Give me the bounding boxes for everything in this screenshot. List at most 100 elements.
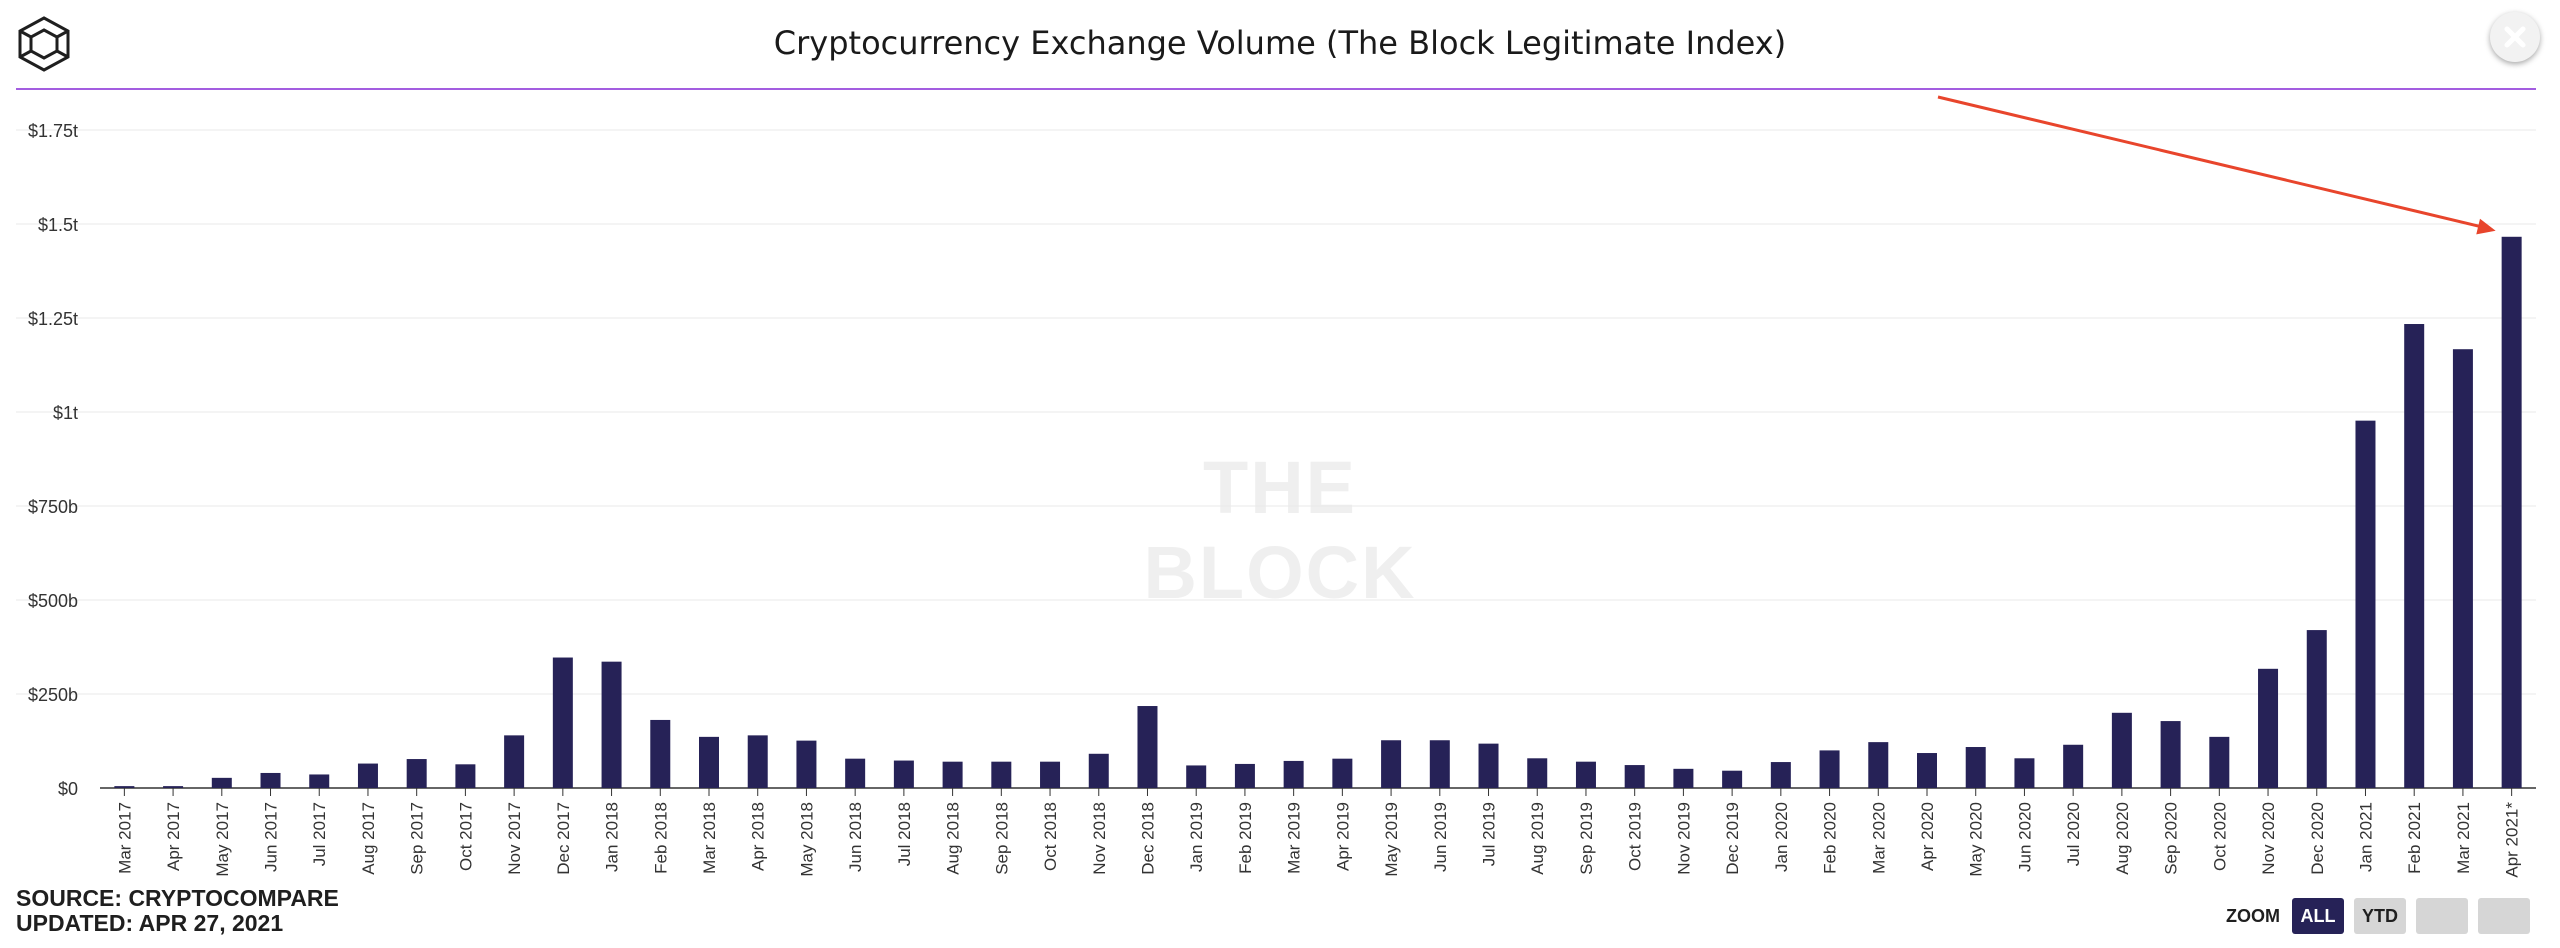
y-tick-label: $0: [58, 779, 78, 799]
x-tick-label: Feb 2021: [2405, 802, 2424, 874]
x-tick-label: Jun 2019: [1431, 802, 1450, 872]
bar: [1088, 753, 1109, 788]
x-tick-label: Jun 2020: [2015, 802, 2034, 872]
bar: [893, 760, 914, 788]
x-tick-label: Nov 2019: [1674, 802, 1693, 875]
x-tick-label: Apr 2021*: [2503, 802, 2522, 878]
y-tick-label: $750b: [28, 497, 78, 517]
bar: [2452, 349, 2473, 788]
bar: [1137, 706, 1158, 788]
bar: [1186, 765, 1207, 788]
zoom-range-button[interactable]: [2416, 898, 2468, 934]
bars: [114, 236, 2522, 788]
bar: [211, 777, 232, 788]
x-tick-label: Apr 2018: [749, 802, 768, 871]
title-divider: [16, 88, 2536, 90]
bar: [1040, 761, 1061, 788]
bar: [845, 758, 866, 788]
x-tick-label: Nov 2018: [1090, 802, 1109, 875]
bar: [1868, 742, 1889, 788]
x-tick-label: Mar 2019: [1285, 802, 1304, 874]
cube-logo-icon: [14, 14, 74, 74]
x-tick-label: Aug 2019: [1528, 802, 1547, 875]
bar: [650, 719, 671, 788]
bar: [2258, 668, 2279, 788]
bar: [1527, 758, 1548, 788]
x-tick-label: Feb 2020: [1821, 802, 1840, 874]
x-tick-label: Oct 2017: [456, 802, 475, 871]
bar: [1332, 758, 1353, 788]
x-tick-label: Feb 2018: [651, 802, 670, 874]
chart-title: Cryptocurrency Exchange Volume (The Bloc…: [773, 24, 1787, 62]
x-tick-label: Sep 2020: [2162, 802, 2181, 875]
x-tick-label: May 2019: [1382, 802, 1401, 877]
bar: [357, 763, 378, 788]
x-tick-label: Jul 2020: [2064, 802, 2083, 866]
x-tick-label: Mar 2018: [700, 802, 719, 874]
y-tick-label: $250b: [28, 685, 78, 705]
x-tick-label: Jan 2018: [603, 802, 622, 872]
x-tick-label: Apr 2020: [1918, 802, 1937, 871]
x-tick-label: Jan 2019: [1187, 802, 1206, 872]
bar: [1381, 740, 1402, 788]
zoom-label: ZOOM: [2226, 905, 2280, 926]
x-tick-label: May 2018: [797, 802, 816, 877]
zoom-ytd-button[interactable]: YTD: [2354, 898, 2406, 934]
zoom-range-button[interactable]: [2478, 898, 2530, 934]
annotation-arrow-line: [1937, 95, 2486, 230]
bar: [114, 786, 135, 788]
zoom-all-button[interactable]: ALL: [2292, 898, 2344, 934]
x-tick-label: Mar 2020: [1869, 802, 1888, 874]
x-tick-label: Oct 2020: [2210, 802, 2229, 871]
source-text: SOURCE: CRYPTOCOMPARE: [16, 885, 339, 911]
x-tick-label: Jan 2020: [1772, 802, 1791, 872]
x-tick-label: Dec 2017: [554, 802, 573, 875]
updated-text: UPDATED: APR 27, 2021: [16, 910, 284, 936]
x-axis-ticks: Mar 2017 Apr 2017 May 2017 Jun 2017 Jul 2017…: [115, 788, 2522, 878]
bar: [2209, 736, 2230, 788]
x-tick-label: Sep 2018: [992, 802, 1011, 875]
y-axis-ticks: $0 $250b $500b $750b $1t $1.25t $1.5t $1.75t: [28, 121, 78, 799]
x-tick-label: Dec 2019: [1723, 802, 1742, 875]
chart-header: Cryptocurrency Exchange Volume (The Bloc…: [0, 0, 2560, 90]
bar: [2063, 744, 2084, 788]
x-tick-label: Feb 2019: [1236, 802, 1255, 874]
bar: [309, 774, 330, 788]
bar: [455, 764, 476, 788]
bar: [552, 657, 573, 788]
bar: [1478, 743, 1499, 788]
y-tick-label: $1t: [53, 403, 78, 423]
bar: [1770, 762, 1791, 788]
bar: [406, 759, 427, 788]
bar-chart: $0 $250b $500b $750b $1t $1.25t $1.5t $1.75t Ma…: [16, 95, 2536, 878]
x-tick-label: Aug 2020: [2113, 802, 2132, 875]
bar: [1624, 765, 1645, 788]
x-tick-label: Jan 2021: [2356, 802, 2375, 872]
close-button[interactable]: [2490, 12, 2540, 62]
x-tick-label: Jun 2018: [846, 802, 865, 872]
bar: [601, 661, 622, 788]
bar: [1722, 770, 1743, 788]
bar: [1673, 768, 1694, 788]
y-tick-label: $1.75t: [28, 121, 78, 141]
bar: [1819, 750, 1840, 788]
bar: [2111, 712, 2132, 788]
annotation-arrow-head: [2476, 218, 2496, 235]
zoom-controls: ZOOM ALL YTD: [2226, 898, 2540, 934]
x-tick-label: Jul 2019: [1480, 802, 1499, 866]
x-tick-label: Dec 2018: [1138, 802, 1157, 875]
bar: [2306, 630, 2327, 788]
x-tick-label: Mar 2021: [2454, 802, 2473, 874]
bar: [1429, 740, 1450, 788]
bar: [2014, 758, 2035, 788]
annotations: [1937, 95, 2496, 235]
bar: [504, 735, 525, 788]
bar: [163, 786, 184, 788]
x-tick-label: May 2017: [213, 802, 232, 877]
x-tick-label: Jul 2018: [895, 802, 914, 866]
x-tick-label: Oct 2018: [1041, 802, 1060, 871]
bar: [991, 761, 1012, 788]
close-icon: [2504, 26, 2526, 48]
y-tick-label: $1.5t: [38, 215, 78, 235]
bar: [1965, 747, 1986, 788]
